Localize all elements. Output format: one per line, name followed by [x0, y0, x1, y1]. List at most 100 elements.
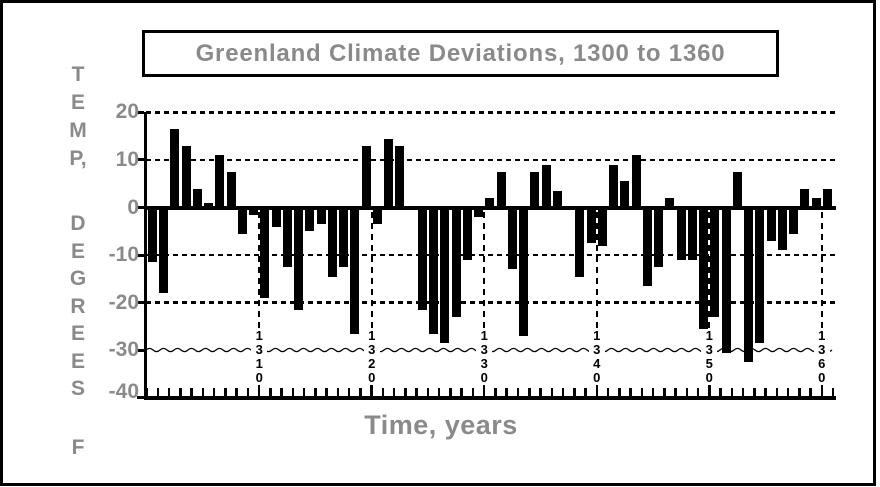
y-axis-title-letter: E [70, 239, 85, 263]
x-tick-1320 [370, 383, 373, 396]
decade-line-1360 [820, 212, 823, 331]
x-tick-1327 [449, 387, 452, 396]
bar-1321 [384, 138, 394, 210]
y-tick-label-0: 0 [127, 195, 139, 219]
decade-line-1310 [258, 212, 261, 331]
bar-1325 [429, 205, 439, 334]
bar-1336 [552, 190, 562, 210]
y-axis-title-letter: P, [69, 147, 87, 170]
y-axis-title-letter: T [71, 63, 85, 86]
x-tick-1328 [460, 387, 463, 396]
chart-title: Greenland Climate Deviations, 1300 to 13… [195, 39, 726, 67]
x-tick-1308 [235, 387, 238, 396]
x-tick-1318 [347, 387, 351, 396]
bar-1347 [676, 205, 686, 260]
x-tick-1306 [212, 387, 216, 396]
y-axis-title-letter: D [70, 212, 86, 235]
x-tick-1343 [629, 387, 632, 396]
bar-1306 [215, 155, 225, 210]
bar-1313 [294, 205, 304, 310]
bar-1318 [350, 205, 360, 334]
x-tick-1347 [674, 387, 677, 396]
x-tick-1341 [606, 387, 610, 396]
y-tick-label--30: -30 [108, 338, 139, 362]
y-tick--20 [136, 301, 144, 305]
x-tick-1314 [302, 387, 306, 396]
y-tick-label--20: -20 [108, 290, 139, 314]
x-tick-1334 [528, 387, 531, 396]
x-tick-1313 [291, 387, 295, 396]
bar-1358 [800, 188, 810, 210]
bar-1352 [732, 171, 742, 210]
x-tick-1356 [775, 387, 778, 396]
x-tick-1349 [696, 387, 700, 396]
bar-1335 [541, 164, 551, 210]
x-tick-1323 [404, 387, 407, 396]
x-tick-1304 [190, 387, 193, 396]
x-tick-1337 [561, 387, 565, 396]
bar-1344 [642, 205, 652, 286]
bar-1355 [766, 205, 776, 241]
x-tick-1339 [584, 387, 587, 396]
x-tick-1331 [494, 387, 497, 396]
y-tick-0 [136, 206, 144, 209]
y-tick-label--10: -10 [108, 243, 139, 267]
x-tick-1300 [145, 387, 148, 396]
x-tick-1330 [482, 383, 486, 396]
y-tick-label--40: -40 [108, 379, 139, 403]
bar-1314 [305, 205, 315, 232]
bar-1343 [631, 155, 641, 210]
x-tick-1358 [798, 387, 801, 396]
x-tick-1301 [156, 387, 160, 396]
x-tick-1309 [246, 387, 250, 396]
bar-1304 [192, 188, 202, 210]
x-axis-title: Time, years [364, 410, 518, 440]
y-axis-title-letter: E [70, 322, 85, 345]
x-tick-1344 [640, 387, 643, 396]
x-tick-1303 [179, 387, 182, 396]
x-tick-1305 [201, 387, 205, 396]
y-axis-line [143, 111, 147, 400]
y-axis-title-letter: F [71, 436, 85, 459]
bar-1334 [530, 171, 540, 210]
x-tick-1351 [719, 387, 722, 396]
x-tick-1315 [314, 387, 317, 396]
gridline--20 [146, 301, 836, 304]
y-axis-title-letter: R [70, 294, 86, 318]
gridline--10 [146, 253, 836, 257]
bar-1354 [755, 205, 765, 344]
decade-line-1350 [708, 212, 711, 331]
x-tick-1353 [741, 387, 745, 396]
x-tick-1312 [280, 387, 283, 396]
y-tick-label-20: 20 [115, 100, 139, 124]
bar-1351 [721, 205, 731, 353]
bar-1353 [744, 205, 754, 363]
x-tick-1336 [550, 387, 553, 396]
bar-1319 [361, 145, 371, 210]
bar-1312 [282, 205, 292, 267]
x-tick-1307 [224, 387, 227, 396]
x-tick-1357 [786, 387, 790, 396]
decade-line-1340 [595, 212, 598, 331]
bar-1331 [496, 171, 506, 210]
bar-1338 [575, 205, 585, 277]
x-tick-1319 [359, 387, 362, 396]
x-tick-1326 [437, 387, 441, 396]
y-tick-label-10: 10 [115, 147, 139, 171]
x-tick-1324 [415, 387, 418, 396]
x-tick-1329 [471, 387, 475, 396]
y-axis-title-letter: M [69, 119, 87, 142]
x-tick-1360 [820, 383, 823, 396]
x-tick-1335 [539, 387, 542, 396]
bar-1316 [327, 205, 337, 277]
bar-1341 [609, 164, 619, 210]
bar-1346 [665, 198, 675, 210]
bar-1300 [147, 205, 157, 263]
x-tick-1342 [618, 387, 621, 396]
bar-1301 [159, 205, 169, 294]
x-tick-1311 [269, 387, 272, 396]
bar-1302 [170, 129, 180, 210]
bar-1327 [451, 205, 461, 317]
